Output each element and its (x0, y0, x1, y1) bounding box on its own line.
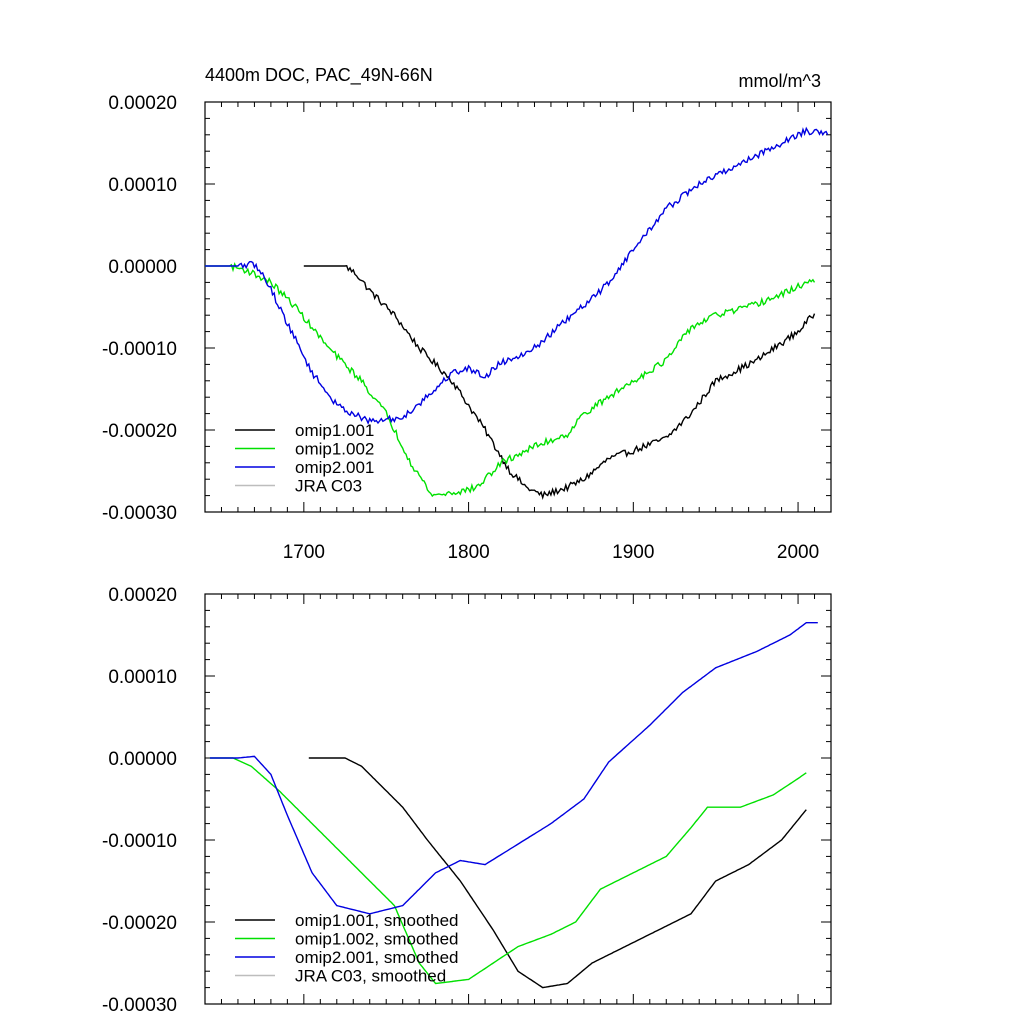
series-group (209, 622, 818, 989)
y-tick-label: -0.00020 (102, 421, 177, 442)
legend-label: omip1.001, smoothed (295, 911, 459, 930)
y-tick-label: -0.00010 (102, 339, 177, 360)
x-tick-label: 1900 (612, 542, 654, 563)
legend-label: JRA C03, smoothed (295, 967, 446, 986)
top-panel: 4400m DOC, PAC_49N-66N mmol/m^3 0.000200… (102, 65, 832, 563)
y-tick-label: -0.00020 (102, 913, 177, 934)
legend-label: omip1.002, smoothed (295, 930, 459, 949)
y-tick-label: -0.00030 (102, 995, 177, 1016)
y-tick-label: 0.00000 (108, 257, 177, 278)
x-tick-label: 1700 (283, 542, 325, 563)
y-tick-label: 0.00010 (108, 175, 177, 196)
y-tick-label: 0.00000 (108, 749, 177, 770)
x-tick-label: 1800 (447, 542, 489, 563)
y-tick-label: -0.00030 (102, 503, 177, 524)
legend-label: JRA C03 (295, 477, 362, 496)
series-line-omip1-002 (205, 262, 816, 498)
series-line-omip1-002-smoothed (209, 757, 807, 985)
y-tick-label: 0.00020 (108, 585, 177, 606)
legend-label: omip1.002 (295, 440, 374, 459)
x-tick-label: 2000 (777, 542, 819, 563)
series-group (205, 126, 829, 501)
chart-title: 4400m DOC, PAC_49N-66N (205, 65, 433, 86)
series-line-omip1-001-smoothed (308, 757, 807, 989)
legend-label: omip2.001 (295, 458, 374, 477)
series-line-omip2-001 (205, 126, 829, 426)
axis-ticks: 0.00020 0.00010 0.00000 -0.00010 -0.00020 -0.… (102, 93, 832, 563)
axis-ticks: 0.00020 0.00010 0.00000 -0.00010 -0.00020 -0.… (102, 585, 832, 1016)
series-line-omip1-001 (303, 265, 816, 501)
series-line-omip2-001-smoothed (209, 622, 818, 915)
units-label: mmol/m^3 (739, 71, 821, 91)
legend-label: omip2.001, smoothed (295, 948, 459, 967)
y-tick-label: 0.00010 (108, 667, 177, 688)
y-tick-label: 0.00020 (108, 93, 177, 114)
legend-label: omip1.001 (295, 421, 374, 440)
y-tick-label: -0.00010 (102, 831, 177, 852)
bottom-panel: 0.00020 0.00010 0.00000 -0.00010 -0.00020 -0.… (102, 585, 832, 1016)
